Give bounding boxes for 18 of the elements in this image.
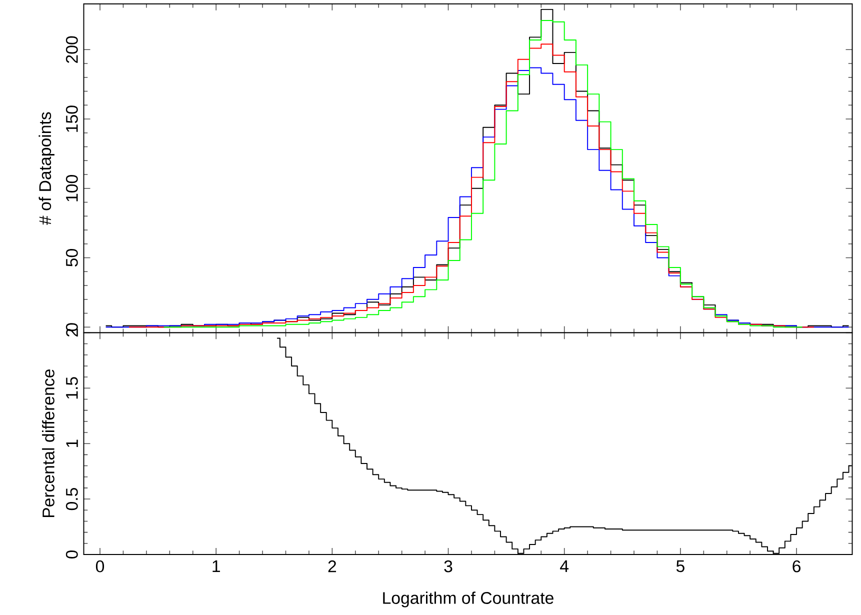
x-tick-label: 2 [328, 560, 336, 572]
y-axis-title: # of Datapoints [38, 112, 54, 226]
x-tick-label: 0 [96, 560, 104, 572]
y-tick-label: 1 [66, 440, 78, 448]
x-tick-label: 5 [676, 560, 684, 572]
y-tick-label: 0 [66, 550, 78, 559]
x-tick-label: 1 [212, 560, 220, 572]
y-tick-label: 100 [66, 175, 78, 202]
x-tick-label: 4 [560, 560, 569, 572]
y-tick-label: 200 [66, 36, 78, 63]
y-tick-label: 1.5 [66, 377, 78, 399]
y-tick-label: 50 [66, 249, 78, 267]
x-tick-label: 3 [444, 560, 452, 572]
y-tick-label: 0.5 [66, 488, 78, 510]
x-axis-title: Logarithm of Countrate [383, 592, 554, 608]
x-tick-label: 6 [792, 560, 800, 572]
y-axis-title: Percental difference [42, 370, 54, 518]
y-tick-label: 150 [66, 106, 78, 132]
